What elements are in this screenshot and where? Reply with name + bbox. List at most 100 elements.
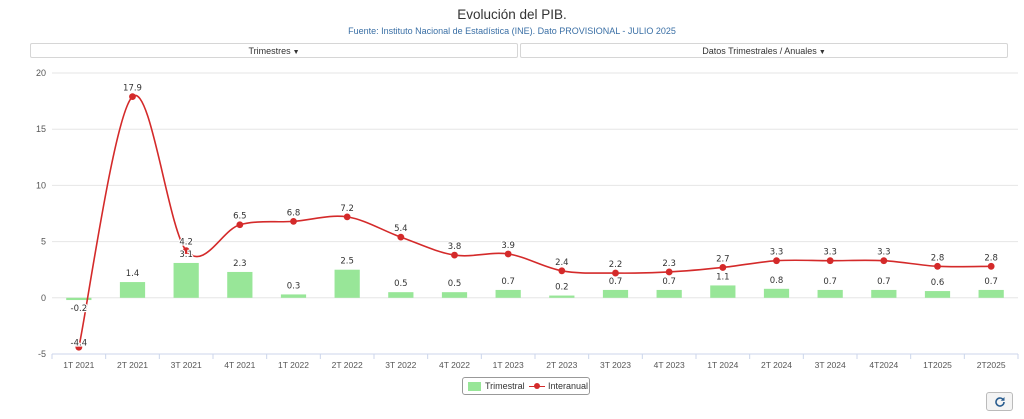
y-tick-label: 10 <box>36 180 46 190</box>
x-tick-label: 3T 2024 <box>815 360 846 370</box>
x-tick-label: 2T2025 <box>977 360 1006 370</box>
refresh-button[interactable] <box>986 392 1013 411</box>
point-interanual <box>773 257 780 265</box>
data-label-interanual: 2.4 <box>555 258 569 268</box>
caret-down-icon: ▼ <box>818 49 826 56</box>
x-tick-label: 4T2024 <box>869 360 898 370</box>
y-tick-label: -5 <box>38 349 46 359</box>
data-label-trimestral: 0.6 <box>931 278 945 288</box>
data-label-trimestral: 0.7 <box>609 277 623 287</box>
point-interanual <box>290 217 297 225</box>
bar-trimestral <box>495 289 521 298</box>
data-label-interanual: 17.9 <box>123 84 142 94</box>
point-interanual <box>397 233 405 241</box>
point-interanual <box>987 262 995 270</box>
x-tick-label: 4T 2022 <box>439 360 470 370</box>
legend-item-interanual[interactable]: Interanual <box>529 381 588 391</box>
x-tick-label: 1T 2022 <box>278 360 309 370</box>
data-label-trimestral: 0.7 <box>501 277 515 287</box>
data-label-interanual: 2.8 <box>984 253 998 263</box>
bar-trimestral <box>978 289 1004 298</box>
bar-trimestral <box>119 282 146 298</box>
x-tick-label: 3T 2021 <box>171 360 202 370</box>
bar-trimestral <box>710 285 736 298</box>
point-interanual <box>719 264 727 271</box>
point-interanual <box>75 343 83 351</box>
data-selector-label: Datos Trimestrales / Anuales <box>702 46 817 56</box>
x-tick-label: 1T 2021 <box>63 360 94 370</box>
bar-trimestral <box>388 292 414 298</box>
point-interanual <box>451 251 458 259</box>
bar-trimestral <box>602 289 629 298</box>
data-label-interanual: 6.5 <box>233 212 247 222</box>
data-label-interanual: 5.4 <box>394 224 408 234</box>
x-tick-label: 3T 2022 <box>385 360 416 370</box>
data-label-trimestral: 0.7 <box>823 277 837 287</box>
y-tick-label: 20 <box>36 68 46 78</box>
legend-label: Trimestral <box>485 381 525 391</box>
bar-trimestral <box>227 271 253 298</box>
period-selector-dropdown[interactable]: Trimestres ▼ <box>30 43 518 58</box>
legend: Trimestral Interanual <box>462 377 590 395</box>
bar-trimestral <box>173 262 199 298</box>
point-interanual <box>934 262 941 270</box>
point-interanual <box>612 269 619 277</box>
bar-trimestral <box>334 269 360 298</box>
point-interanual <box>665 268 673 276</box>
data-label-trimestral: 0.3 <box>287 281 301 291</box>
y-tick-label: 15 <box>36 124 46 134</box>
bar-trimestral <box>656 289 682 298</box>
data-label-trimestral: 0.7 <box>662 277 676 287</box>
bar-trimestral <box>763 288 790 298</box>
chart-area: -5 0 5 10 15 20 -0.2 1.4 3.1 2.3 0.3 2.5 0.5 0.5 0.7 0.… <box>36 68 1019 370</box>
data-label-interanual: 3.9 <box>501 241 515 251</box>
x-tick-label: 1T 2024 <box>707 360 738 370</box>
period-selector-label: Trimestres <box>248 46 291 56</box>
x-tick-label: 3T 2023 <box>600 360 631 370</box>
point-interanual <box>504 250 512 258</box>
bar-trimestral <box>66 297 92 301</box>
data-label-trimestral: 2.5 <box>340 257 354 267</box>
data-label-trimestral: 0.2 <box>555 283 569 293</box>
data-label-trimestral: -0.2 <box>71 304 88 314</box>
data-label-trimestral: 0.5 <box>448 279 462 289</box>
bar-trimestral <box>280 294 307 298</box>
data-label-interanual: 3.3 <box>770 248 784 258</box>
point-interanual <box>826 257 834 265</box>
x-tick-label: 2T 2021 <box>117 360 148 370</box>
bar-trimestral <box>549 295 575 298</box>
bar-trimestral <box>441 292 468 298</box>
legend-swatch-bar <box>468 381 481 391</box>
point-interanual <box>880 257 888 265</box>
y-tick-label: 0 <box>41 293 46 303</box>
chart-subtitle: Fuente: Instituto Nacional de Estadístic… <box>348 26 676 36</box>
x-tick-label: 2T 2023 <box>546 360 577 370</box>
y-tick-label: 5 <box>41 237 46 247</box>
grid-lines <box>52 72 1018 355</box>
data-selector-dropdown[interactable]: Datos Trimestrales / Anuales ▼ <box>520 43 1008 58</box>
x-tick-label: 4T 2023 <box>654 360 685 370</box>
data-label-trimestral: 1.1 <box>716 272 730 282</box>
data-label-interanual: 2.3 <box>662 259 676 269</box>
line-interanual <box>78 94 992 348</box>
legend-item-trimestral[interactable]: Trimestral <box>468 381 525 391</box>
x-tick-label: 2T 2022 <box>332 360 363 370</box>
bar-trimestral <box>924 291 951 298</box>
data-label-interanual: 3.3 <box>877 248 891 258</box>
point-interanual <box>129 93 136 101</box>
data-label-interanual: 3.3 <box>823 248 837 258</box>
refresh-icon <box>994 396 1005 407</box>
data-label-trimestral: 0.7 <box>877 277 891 287</box>
x-tick-label: 2T 2024 <box>761 360 792 370</box>
legend-label: Interanual <box>548 381 589 391</box>
point-interanual <box>182 247 190 254</box>
data-label-interanual: 4.2 <box>179 238 193 248</box>
data-label-interanual: 2.2 <box>609 260 623 270</box>
legend-swatch-line <box>529 382 545 391</box>
data-label-interanual: 2.8 <box>931 253 945 263</box>
data-label-trimestral: 1.4 <box>126 269 140 279</box>
data-label-trimestral: 0.7 <box>984 277 998 287</box>
chart-title: Evolución del PIB. <box>457 7 567 22</box>
point-interanual <box>236 221 244 229</box>
data-label-interanual: 3.8 <box>448 242 462 252</box>
